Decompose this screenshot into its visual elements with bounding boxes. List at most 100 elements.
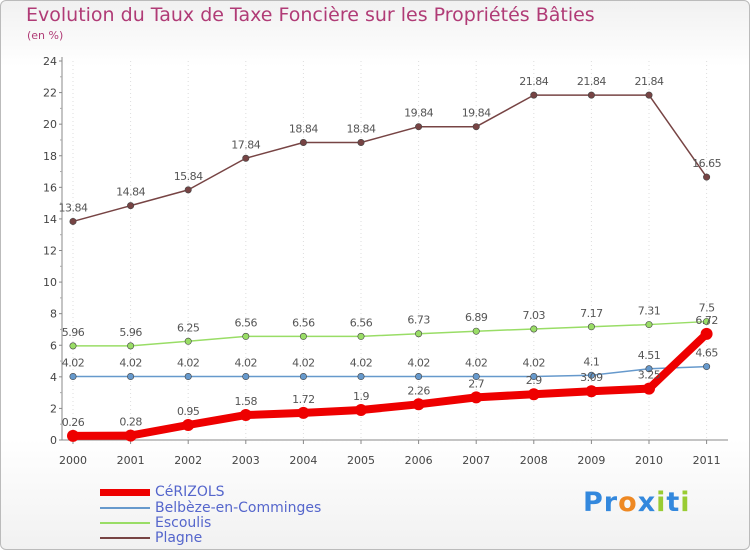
- logo-letter: i: [656, 487, 667, 518]
- y-tick-label: 24: [43, 55, 57, 68]
- x-tick-label: 2003: [232, 454, 260, 467]
- data-point: [645, 91, 653, 99]
- data-point: [355, 403, 367, 416]
- data-label: 4.02: [62, 357, 85, 370]
- data-point: [124, 429, 137, 442]
- data-point: [357, 332, 365, 340]
- data-label: 17.84: [231, 138, 260, 151]
- data-label: 6.56: [292, 316, 315, 329]
- data-label: 6.25: [177, 321, 200, 334]
- data-point: [357, 373, 365, 381]
- data-point: [585, 385, 598, 398]
- legend-swatch: [100, 537, 150, 539]
- proxiti-logo: Proxiti: [583, 487, 691, 518]
- grid-lines: [72, 61, 708, 440]
- x-tick-label: 2002: [174, 454, 202, 467]
- data-label: 14.84: [116, 186, 145, 199]
- data-label: 4.02: [350, 357, 373, 370]
- data-point: [472, 123, 480, 131]
- data-label: 2.9: [526, 374, 542, 387]
- y-tick-label: 14: [43, 213, 57, 226]
- logo-letter: t: [666, 487, 681, 518]
- data-point: [69, 342, 77, 350]
- data-label: 0.95: [177, 405, 200, 418]
- data-point: [242, 154, 250, 162]
- data-label: 7.17: [580, 307, 603, 320]
- x-tick-label: 2010: [635, 454, 663, 467]
- data-label: 18.84: [347, 122, 376, 135]
- y-tick-label: 2: [50, 402, 57, 415]
- y-tick-label: 0: [50, 434, 57, 447]
- data-point: [69, 373, 77, 381]
- data-label: 15.84: [174, 170, 203, 183]
- legend-item: CéRIZOLS: [100, 484, 225, 500]
- data-label: 18.84: [289, 122, 318, 135]
- x-tick-label: 2004: [289, 454, 317, 467]
- series-lines: [67, 91, 713, 442]
- data-label: 7.5: [699, 302, 715, 315]
- data-point: [184, 373, 192, 381]
- data-point: [127, 342, 135, 350]
- data-label: 4.02: [407, 357, 430, 370]
- data-label: 1.58: [235, 395, 258, 408]
- x-tick-label: 2000: [59, 454, 87, 467]
- legend-item: Belbèze-en-Comminges: [100, 500, 322, 516]
- legend-swatch: [100, 522, 150, 524]
- legend-label: Belbèze-en-Comminges: [155, 500, 322, 516]
- data-label: 4.02: [235, 357, 258, 370]
- y-tick-label: 6: [50, 339, 57, 352]
- data-label: 6.72: [695, 314, 718, 327]
- data-point: [587, 371, 595, 379]
- data-label: 19.84: [404, 107, 433, 120]
- data-point: [357, 138, 365, 146]
- data-point: [182, 418, 195, 431]
- data-point: [299, 332, 307, 340]
- data-label: 21.84: [635, 75, 664, 88]
- data-label: 7.03: [523, 309, 546, 322]
- data-label: 3.09: [580, 371, 603, 384]
- data-label: 4.02: [523, 357, 546, 370]
- data-label: 4.51: [638, 349, 661, 362]
- data-point: [703, 363, 711, 371]
- x-tick-label: 2001: [117, 454, 145, 467]
- legend-label: Escoulis: [155, 515, 212, 531]
- data-point: [415, 123, 423, 131]
- data-point: [242, 373, 250, 381]
- data-label: 6.56: [350, 316, 373, 329]
- data-label: 4.1: [583, 355, 599, 368]
- data-label: 4.02: [177, 357, 200, 370]
- legend-label: CéRIZOLS: [155, 484, 225, 500]
- data-point: [645, 365, 653, 373]
- data-point: [530, 373, 538, 381]
- data-labels: 0.26 0.28 0.95 1.58 1.72 1.9 2.26 2.7 2.9 3.09 3.2…: [59, 75, 723, 429]
- legend-swatch: [100, 507, 150, 509]
- series-line: [72, 320, 708, 347]
- logo-letter: o: [618, 487, 638, 518]
- data-label: 6.56: [235, 316, 258, 329]
- y-tick-label: 4: [50, 371, 57, 384]
- data-label: 4.02: [292, 357, 315, 370]
- data-point: [297, 406, 310, 419]
- data-label: 2.7: [468, 377, 484, 390]
- y-tick-label: 20: [43, 118, 57, 131]
- data-label: 4.02: [119, 357, 142, 370]
- data-point: [184, 337, 192, 345]
- logo-letter: P: [583, 487, 604, 518]
- legend-swatch: [100, 488, 150, 496]
- data-label: 1.72: [292, 393, 315, 406]
- data-point: [643, 382, 655, 395]
- data-label: 1.9: [353, 390, 369, 403]
- data-point: [645, 321, 653, 329]
- y-tick-label: 16: [43, 181, 57, 194]
- data-point: [587, 323, 595, 331]
- data-point: [242, 332, 250, 340]
- data-label: 5.96: [119, 326, 142, 339]
- x-tick-label: 2009: [577, 454, 605, 467]
- logo-letter: x: [637, 487, 657, 518]
- legend-item: Escoulis: [100, 515, 212, 531]
- x-tick-label: 2006: [405, 454, 433, 467]
- y-tick-label: 22: [43, 87, 57, 100]
- data-point: [299, 373, 307, 381]
